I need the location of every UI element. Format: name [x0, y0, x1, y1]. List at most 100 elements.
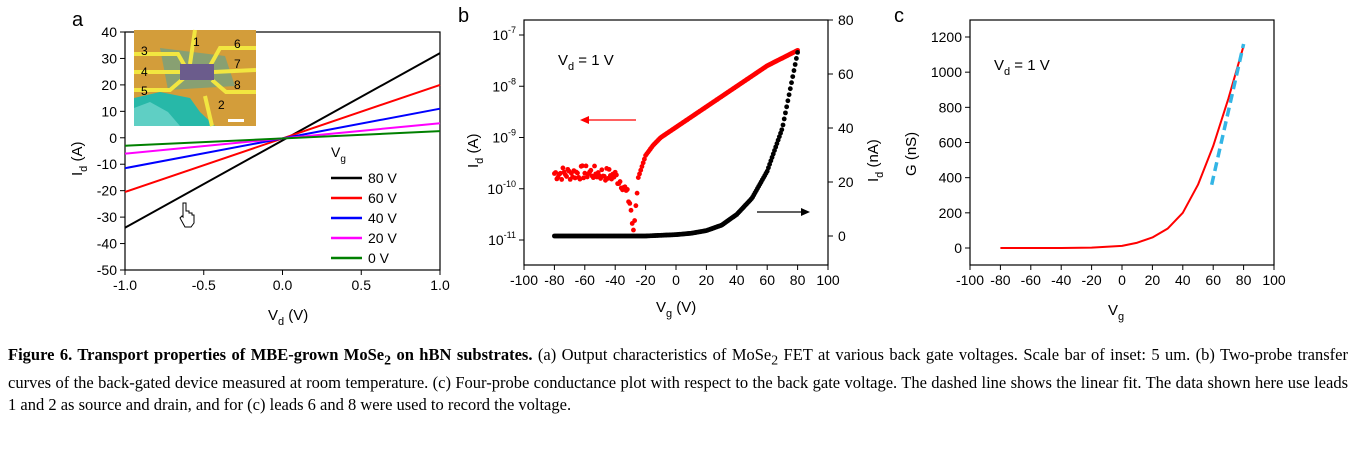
panel-b-xlabel: Vg (V)	[656, 299, 696, 320]
y-tick-label: 600	[939, 135, 963, 151]
panel-a-ticks: -1.0 -0.5 0.0 0.5 1.0 -50 -40 -30 -20 -10 0 10 20 30 4…	[97, 24, 450, 293]
red-data-point	[631, 227, 636, 233]
y-right-tick-label: 20	[838, 174, 854, 190]
panel-b-ticks: -100 -80 -60 -40 -20 0 20 40 60 80 100 10-7 10-8 10-9…	[487, 12, 853, 288]
red-data-point	[633, 203, 639, 209]
black-data-point	[784, 104, 790, 110]
y-tick-label: -50	[97, 262, 117, 278]
x-tick-label: 60	[759, 272, 775, 288]
x-tick-label: -1.0	[113, 277, 137, 293]
caption-title: Figure 6. Transport properties of MBE-gr…	[8, 345, 533, 368]
red-data-point	[628, 207, 634, 213]
red-data-point	[572, 175, 578, 181]
x-tick-label: -20	[1081, 272, 1101, 288]
inset-lead-8: 8	[234, 78, 241, 92]
y-tick-label: 800	[939, 99, 963, 115]
x-tick-label: -80	[544, 272, 564, 288]
panel-a-inset-device-image: 1 2 3 4 5 6 7 8	[134, 29, 257, 127]
red-data-point	[590, 175, 596, 181]
red-data-point	[582, 170, 588, 176]
caption-body: (a) Output characteristics of MoSe2 FET …	[8, 345, 1348, 415]
y-tick-label: 1200	[931, 29, 962, 45]
black-data-point	[781, 116, 787, 122]
y-right-tick-label: 0	[838, 228, 846, 244]
black-data-point	[790, 74, 796, 79]
inset-channel	[180, 64, 214, 80]
y-tick-label: 10	[101, 103, 117, 119]
x-tick-label: 100	[816, 272, 840, 288]
figure-caption: Figure 6. Transport properties of MBE-gr…	[8, 344, 1348, 417]
red-data-point	[599, 167, 605, 173]
black-data-point	[792, 62, 798, 67]
inset-lead-2: 2	[218, 98, 225, 112]
panel-c-conductance: c -100 -80 -60 -40 -20 0 20 40 60 80 1000200400600…	[894, 5, 1286, 323]
panel-c-xlabel: Vg	[1108, 302, 1124, 323]
panel-b-annotation: Vd = 1 V	[558, 52, 614, 73]
red-data-point	[638, 167, 644, 173]
inset-lead-3: 3	[141, 44, 148, 58]
panel-b-marks	[552, 47, 800, 239]
inset-lead-1: 1	[193, 35, 200, 49]
red-data-point	[601, 173, 607, 179]
x-tick-label: 0	[1118, 272, 1126, 288]
x-tick-label: 0.0	[273, 277, 293, 293]
black-data-point	[786, 92, 792, 98]
x-tick-label: -40	[1051, 272, 1071, 288]
x-tick-label: 80	[790, 272, 806, 288]
x-tick-label: 0	[672, 272, 680, 288]
y-left-tick-label: 10-10	[487, 179, 516, 197]
red-data-point	[553, 170, 559, 175]
red-data-point	[564, 174, 569, 179]
series-line-0v	[124, 130, 441, 147]
y-right-tick-label: 80	[838, 12, 854, 28]
red-data-point	[588, 167, 594, 173]
black-right-arrow	[757, 208, 810, 216]
x-tick-label: -80	[990, 272, 1010, 288]
inset-hbn-flake-light	[134, 102, 180, 126]
y-tick-label: 30	[101, 50, 117, 66]
red-data-point	[640, 160, 646, 166]
y-tick-label: 20	[101, 77, 117, 93]
x-tick-label: -20	[635, 272, 655, 288]
y-left-tick-label: 10-7	[492, 25, 516, 43]
x-tick-label: 20	[1145, 272, 1161, 288]
panel-b-transfer-curves: b -100 -80 -60 -40 -20 0 20 40 60 80 100 10-7 10-8 10…	[458, 5, 886, 320]
inset-lead-5: 5	[141, 84, 148, 98]
x-tick-label: 40	[1175, 272, 1191, 288]
red-data-point	[624, 186, 630, 192]
legend-label: 80 V	[368, 170, 397, 186]
y-left-tick-label: 10-8	[492, 76, 516, 94]
black-data-point	[795, 50, 800, 55]
red-data-point	[634, 190, 640, 196]
red-data-point	[632, 218, 638, 223]
panel-a-output-characteristics: a -1.0 -0.5 0.0 0.5 1.0 -50 -40 -30 -20 -10 0 10 20 3…	[69, 9, 450, 328]
conductance-curve	[1000, 45, 1245, 249]
y-tick-label: 0	[109, 130, 117, 146]
inset-scale-bar	[228, 119, 244, 122]
black-data-point	[787, 86, 793, 92]
black-data-point	[780, 122, 786, 128]
inset-lead-7: 7	[234, 57, 241, 71]
x-tick-label: 60	[1205, 272, 1221, 288]
red-data-point	[592, 163, 597, 169]
x-tick-label: 1.0	[430, 277, 450, 293]
linear-fit-dashed-line	[1209, 43, 1246, 186]
y-right-tick-label: 60	[838, 66, 854, 82]
x-tick-label: -40	[605, 272, 625, 288]
y-tick-label: 1000	[931, 64, 962, 80]
panel-a-legend: Vg 80 V 60 V 40 V 20 V 0 V	[331, 144, 397, 266]
y-tick-label: 400	[939, 170, 963, 186]
red-data-point	[627, 200, 633, 206]
panel-a-lines	[124, 52, 441, 229]
legend-label: 0 V	[368, 250, 390, 266]
x-tick-label: 100	[1262, 272, 1286, 288]
x-tick-label: 40	[729, 272, 745, 288]
red-data-point	[641, 156, 647, 162]
panel-b-letter: b	[458, 5, 469, 27]
red-data-point	[639, 164, 645, 169]
red-data-point	[581, 175, 586, 181]
figure-6: a -1.0 -0.5 0.0 0.5 1.0-50-40-30-20-10010203…	[69, 5, 1286, 328]
y-right-tick-label: 40	[838, 120, 854, 136]
panel-a-letter: a	[72, 9, 84, 31]
red-data-point	[577, 176, 583, 182]
